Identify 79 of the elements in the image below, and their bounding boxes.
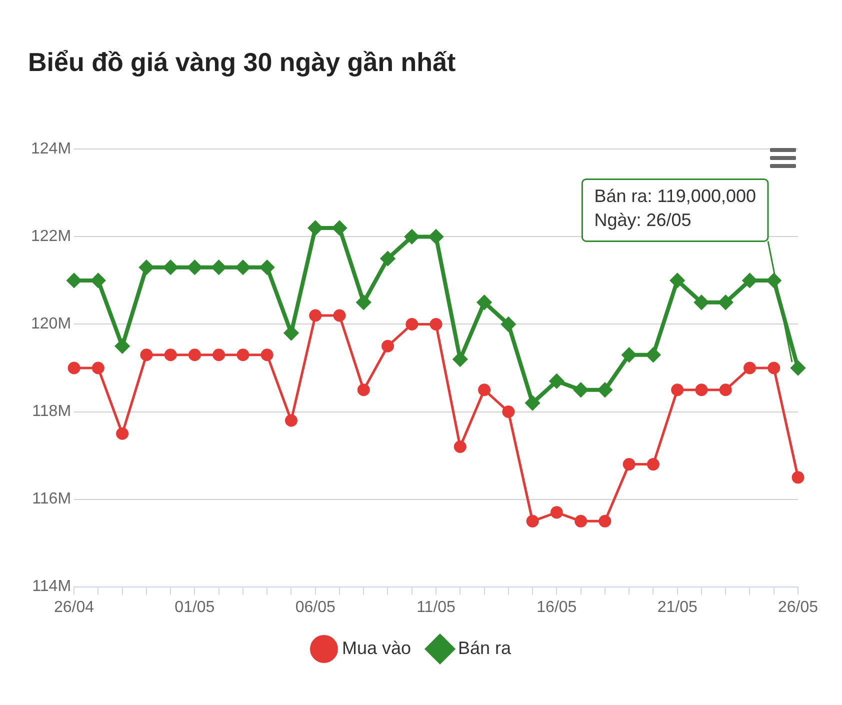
point — [453, 352, 468, 366]
point — [308, 220, 322, 235]
point — [381, 340, 394, 352]
point — [622, 458, 636, 471]
point — [792, 471, 804, 484]
point — [212, 260, 226, 274]
point — [477, 295, 492, 310]
x-tick-label: 01/05 — [174, 598, 215, 616]
point — [694, 295, 708, 310]
point — [332, 220, 346, 235]
point — [766, 273, 781, 288]
point — [598, 382, 612, 397]
point — [501, 317, 516, 332]
point — [115, 339, 130, 354]
x-tick-label: 26/04 — [54, 598, 94, 616]
point — [188, 260, 202, 274]
annotation: Bán ra: 119,000,000 Ngày: 26/05 — [594, 186, 756, 230]
point — [236, 348, 250, 362]
point — [695, 384, 708, 396]
point — [574, 514, 588, 528]
point — [188, 348, 201, 362]
point — [718, 295, 733, 310]
point — [742, 273, 757, 288]
y-tick-label: 118M — [32, 403, 72, 420]
point — [357, 384, 370, 396]
point — [429, 230, 444, 244]
point — [68, 362, 80, 374]
point — [406, 318, 418, 330]
point — [478, 384, 491, 396]
y-tick-label: 124M — [30, 140, 72, 158]
x-tick-label: 06/05 — [295, 598, 336, 616]
point — [356, 295, 371, 310]
point — [430, 318, 442, 330]
point — [526, 396, 540, 410]
point — [502, 406, 515, 418]
point — [284, 414, 298, 427]
y-tick-label: 122M — [30, 228, 72, 246]
point — [309, 309, 322, 322]
x-tick-label: 21/05 — [657, 598, 698, 616]
point — [719, 384, 732, 396]
legend-label: Bán ra — [458, 638, 512, 658]
point — [164, 260, 178, 274]
point — [333, 309, 346, 322]
y-tick-label: 114M — [32, 578, 72, 596]
point — [670, 273, 684, 288]
y-tick-label: 120M — [30, 316, 72, 333]
point — [260, 348, 274, 362]
point — [768, 362, 780, 374]
point — [260, 260, 274, 274]
point — [646, 458, 660, 471]
point — [598, 514, 612, 528]
point — [622, 348, 636, 362]
point — [116, 427, 129, 440]
point — [91, 273, 106, 288]
point — [92, 362, 104, 374]
point — [671, 384, 684, 396]
point — [574, 382, 588, 397]
point — [550, 374, 564, 388]
x-tick-label: 11/05 — [416, 598, 456, 616]
point — [791, 361, 805, 375]
point — [646, 348, 660, 362]
point — [284, 326, 298, 340]
point — [236, 260, 250, 274]
x-tick-label: 26/05 — [778, 598, 818, 616]
point — [140, 348, 153, 362]
point — [212, 348, 226, 362]
legend-label: Mua vào — [342, 638, 412, 658]
point — [404, 230, 419, 244]
chart-title: Biểu đồ giá vàng 30 ngày gần nhất — [28, 46, 456, 77]
point — [743, 362, 756, 374]
x-tick-label: 16/05 — [536, 598, 577, 616]
point — [526, 514, 539, 528]
y-tick-label: 116M — [32, 490, 72, 508]
point — [67, 273, 82, 288]
point — [164, 348, 177, 362]
point — [139, 260, 154, 274]
point — [550, 506, 563, 519]
point — [380, 252, 395, 266]
point — [454, 440, 466, 454]
